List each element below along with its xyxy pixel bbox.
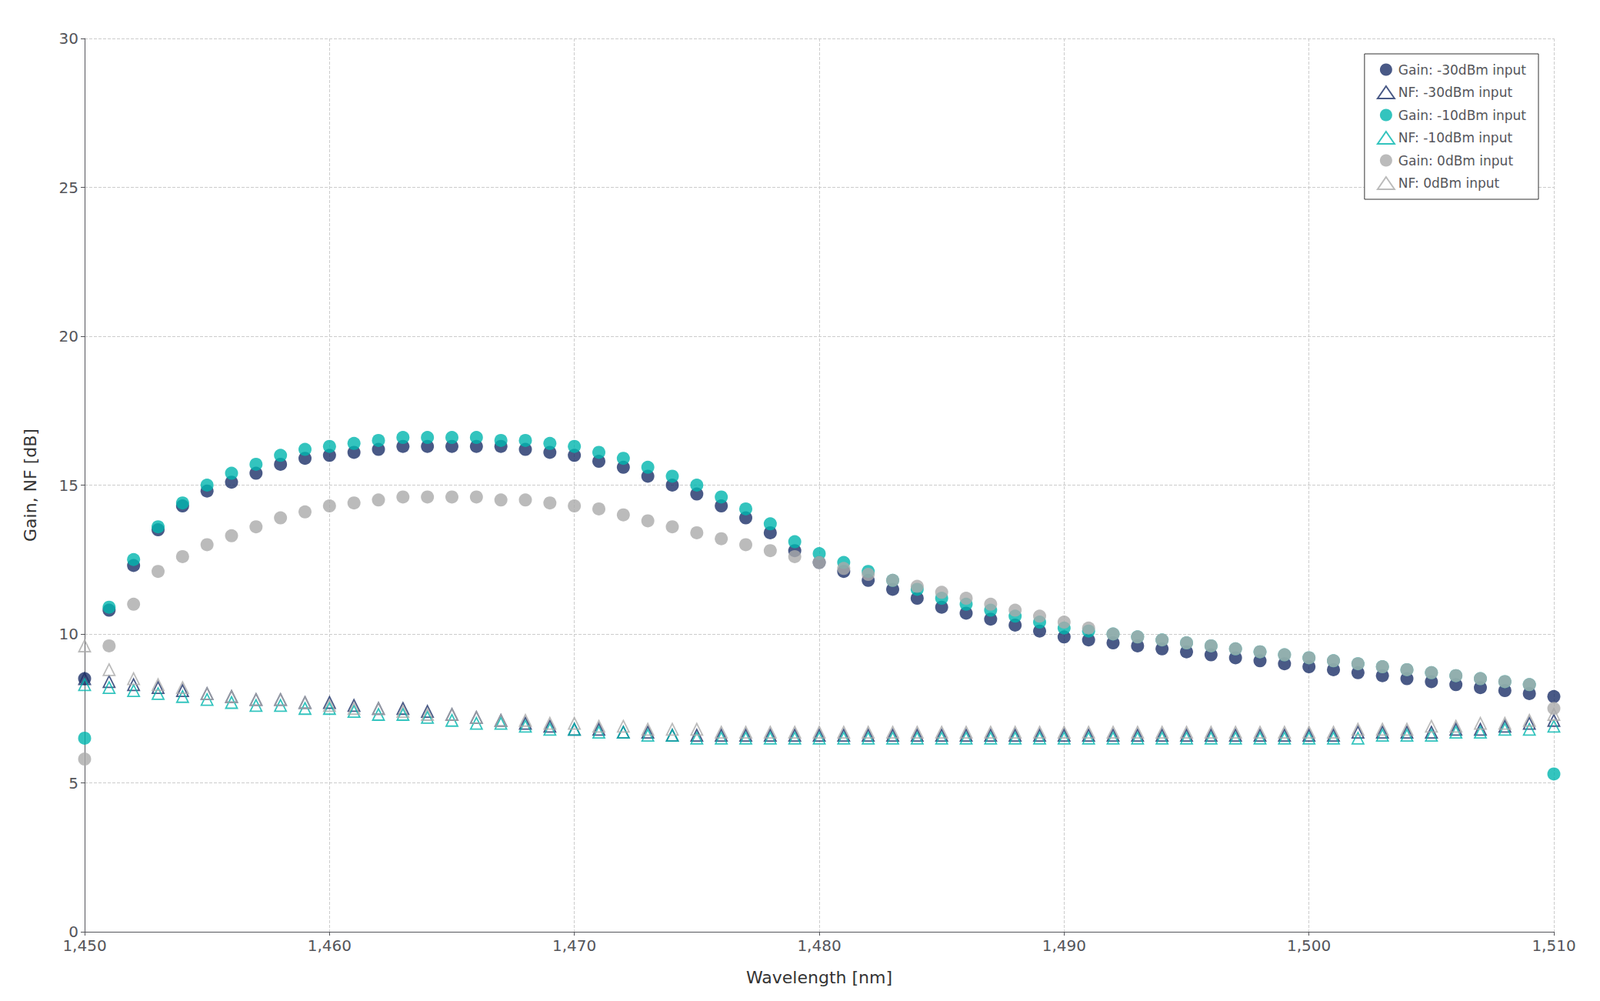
svg-text:25: 25 [59, 178, 79, 197]
svg-text:NF: -10dBm input: NF: -10dBm input [1398, 130, 1514, 146]
svg-text:NF: 0dBm input: NF: 0dBm input [1398, 175, 1500, 191]
svg-text:1,510: 1,510 [1531, 936, 1576, 955]
svg-text:1,500: 1,500 [1286, 936, 1331, 955]
svg-text:Gain: -10dBm input: Gain: -10dBm input [1398, 107, 1527, 124]
svg-text:1,460: 1,460 [307, 936, 352, 955]
svg-text:1,470: 1,470 [552, 936, 597, 955]
svg-text:20: 20 [59, 326, 79, 346]
svg-text:Wavelength [nm]: Wavelength [nm] [746, 967, 893, 987]
svg-text:1,490: 1,490 [1042, 936, 1087, 955]
svg-text:1,450: 1,450 [62, 936, 107, 955]
svg-text:10: 10 [59, 624, 79, 644]
svg-text:15: 15 [59, 476, 79, 495]
svg-text:5: 5 [68, 773, 79, 793]
svg-text:NF: -30dBm input: NF: -30dBm input [1398, 84, 1514, 100]
svg-text:Gain, NF [dB]: Gain, NF [dB] [20, 428, 40, 542]
svg-text:0: 0 [68, 922, 79, 941]
svg-text:Gain: 0dBm input: Gain: 0dBm input [1398, 153, 1514, 169]
svg-text:Gain: -30dBm input: Gain: -30dBm input [1398, 62, 1527, 78]
svg-text:1,480: 1,480 [796, 936, 841, 955]
svg-text:30: 30 [59, 29, 79, 48]
